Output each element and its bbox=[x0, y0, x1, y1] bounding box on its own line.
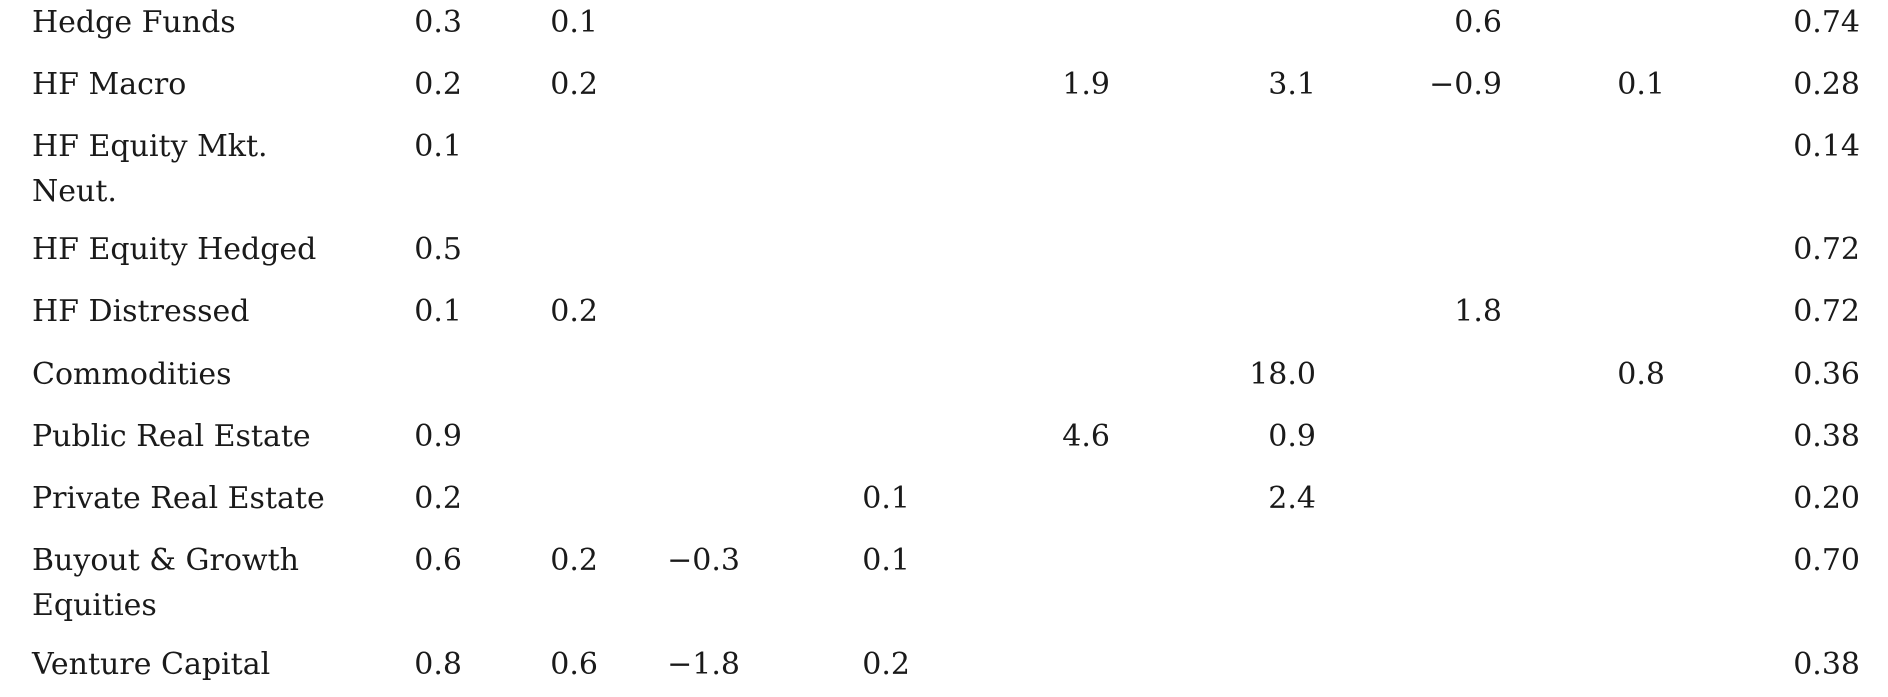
row-label: Hedge Funds bbox=[32, 0, 332, 45]
table-cell: 0.6 bbox=[1362, 0, 1502, 45]
table-cell: 0.2 bbox=[322, 476, 462, 521]
row-label: Private Real Estate bbox=[32, 476, 332, 521]
table-cell: 0.20 bbox=[1720, 476, 1860, 521]
table-cell: 0.1 bbox=[322, 124, 462, 169]
table-cell: 4.6 bbox=[970, 414, 1110, 459]
table-cell: 0.1 bbox=[1525, 62, 1665, 107]
table-cell: 0.5 bbox=[322, 227, 462, 272]
table-cell: 0.36 bbox=[1720, 352, 1860, 397]
row-label: Public Real Estate bbox=[32, 414, 332, 459]
table-cell: −0.9 bbox=[1362, 62, 1502, 107]
table-cell: 0.2 bbox=[770, 642, 910, 687]
table-cell: 0.1 bbox=[770, 476, 910, 521]
table-cell: 0.9 bbox=[1176, 414, 1316, 459]
table-cell: 0.8 bbox=[1525, 352, 1665, 397]
table-cell: −1.8 bbox=[600, 642, 740, 687]
row-label: HF Equity Hedged bbox=[32, 227, 332, 272]
table-cell: 0.14 bbox=[1720, 124, 1860, 169]
table-cell: 0.2 bbox=[458, 289, 598, 334]
table-cell: 3.1 bbox=[1176, 62, 1316, 107]
table-cell: 0.6 bbox=[458, 642, 598, 687]
table-cell: 0.6 bbox=[322, 538, 462, 583]
table-cell: 0.72 bbox=[1720, 227, 1860, 272]
table-cell: 0.38 bbox=[1720, 642, 1860, 687]
table-cell: 1.9 bbox=[970, 62, 1110, 107]
table-cell: 0.74 bbox=[1720, 0, 1860, 45]
row-label: HF Equity Mkt. Neut. bbox=[32, 124, 332, 214]
table-cell: 0.70 bbox=[1720, 538, 1860, 583]
table-cell: 0.9 bbox=[322, 414, 462, 459]
table-cell: 1.8 bbox=[1362, 289, 1502, 334]
table-cell: 18.0 bbox=[1176, 352, 1316, 397]
table-cell: 0.72 bbox=[1720, 289, 1860, 334]
row-label: Venture Capital bbox=[32, 642, 332, 687]
table-cell: −0.3 bbox=[600, 538, 740, 583]
row-label: HF Distressed bbox=[32, 289, 332, 334]
table-cell: 0.1 bbox=[322, 289, 462, 334]
table-cell: 0.2 bbox=[458, 62, 598, 107]
table-cell: 0.8 bbox=[322, 642, 462, 687]
row-label: HF Macro bbox=[32, 62, 332, 107]
table-cell: 0.38 bbox=[1720, 414, 1860, 459]
row-label: Commodities bbox=[32, 352, 332, 397]
table-cell: 0.1 bbox=[458, 0, 598, 45]
table-cell: 0.28 bbox=[1720, 62, 1860, 107]
row-label: Buyout & Growth Equities bbox=[32, 538, 332, 628]
table-cell: 2.4 bbox=[1176, 476, 1316, 521]
table-cell: 0.2 bbox=[322, 62, 462, 107]
table-cell: 0.1 bbox=[770, 538, 910, 583]
table-cell: 0.3 bbox=[322, 0, 462, 45]
table-cell: 0.2 bbox=[458, 538, 598, 583]
